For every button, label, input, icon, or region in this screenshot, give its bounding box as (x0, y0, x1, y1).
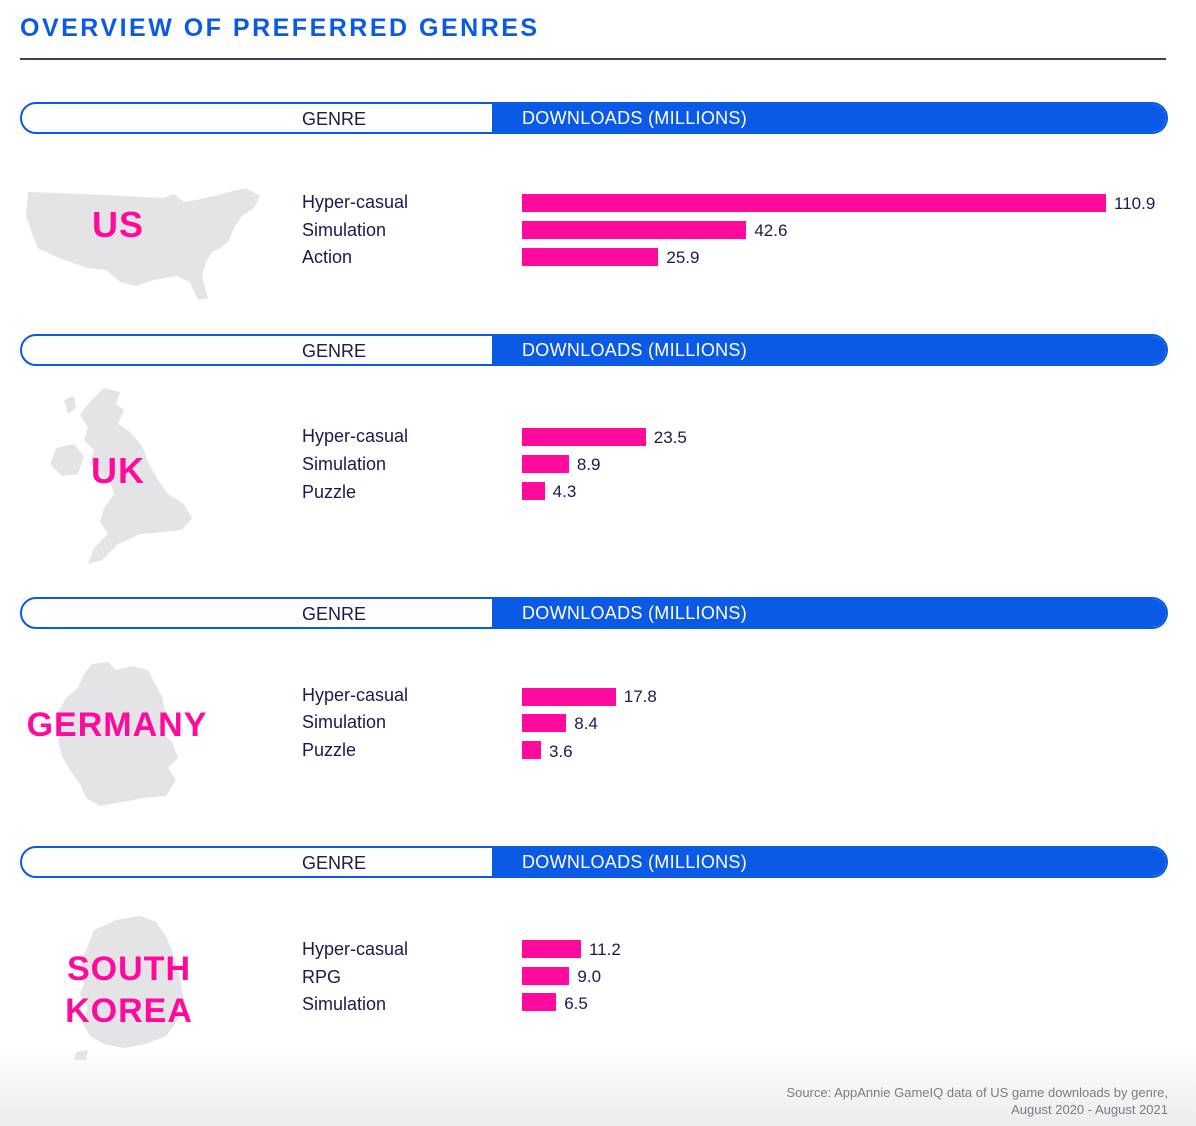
genre-column-header: GENRE (302, 109, 367, 129)
bar-south-korea-rpg (522, 967, 570, 985)
bar-value-label: 25.9 (666, 248, 700, 267)
source-line: August 2020 - August 2021 (1011, 1102, 1168, 1117)
country-label-germany: GERMANY (26, 706, 208, 744)
bar-uk-simulation (522, 455, 569, 473)
bar-value-label: 17.8 (623, 687, 657, 706)
bar-value-label: 8.9 (576, 455, 601, 474)
bar-germany-hyper-casual (522, 688, 616, 706)
bar-germany-puzzle (522, 741, 541, 759)
downloads-column-header: DOWNLOADS (MILLIONS) (522, 108, 748, 128)
bar-value-label: 9.0 (577, 967, 602, 986)
genre-label: Puzzle (302, 482, 357, 502)
genre-label: Hyper-casual (302, 939, 409, 959)
genre-label: Simulation (302, 712, 387, 732)
country-label-south-korea: SOUTH KOREA (34, 948, 224, 1032)
bar-us-hyper-casual (522, 194, 1106, 212)
genre-label: Simulation (302, 454, 387, 474)
source-note: Source: AppAnnie GameIQ data of US game … (786, 1084, 1168, 1118)
table-header-germany: GENRE DOWNLOADS (MILLIONS) (20, 597, 1168, 629)
genre-label: Simulation (302, 994, 387, 1014)
country-label-uk: UK (91, 450, 145, 491)
genre-label: Hyper-casual (302, 192, 409, 212)
table-header-uk: GENRE DOWNLOADS (MILLIONS) (20, 334, 1168, 366)
bar-south-korea-hyper-casual (522, 940, 581, 958)
bar-value-label: 8.4 (574, 714, 598, 733)
genre-column-header: GENRE (302, 853, 367, 873)
downloads-column-header: DOWNLOADS (MILLIONS) (522, 852, 748, 872)
bar-us-action (522, 248, 659, 266)
downloads-column-header: DOWNLOADS (MILLIONS) (522, 603, 748, 623)
country-label-us: US (91, 204, 144, 245)
genre-label: Action (302, 247, 353, 267)
source-line: Source: AppAnnie GameIQ data of US game … (786, 1085, 1168, 1100)
bar-value-label: 4.3 (552, 482, 577, 501)
page-title: OVERVIEW OF PREFERRED GENRES (20, 14, 540, 42)
genre-label: RPG (302, 967, 342, 987)
genre-column-header: GENRE (302, 341, 367, 361)
table-header-us: GENRE DOWNLOADS (MILLIONS) (20, 102, 1168, 134)
title-divider (20, 58, 1166, 60)
genre-label: Simulation (302, 220, 387, 240)
genre-column-header: GENRE (302, 604, 367, 624)
downloads-column-header: DOWNLOADS (MILLIONS) (522, 340, 748, 360)
bar-value-label: 3.6 (548, 742, 573, 761)
bar-germany-simulation (522, 714, 567, 732)
bar-value-label: 42.6 (754, 221, 788, 240)
bar-value-label: 11.2 (588, 940, 621, 959)
bar-value-label: 6.5 (564, 994, 588, 1013)
genre-label: Hyper-casual (302, 685, 409, 705)
germany-map-icon (58, 662, 178, 806)
us-map-icon (26, 188, 260, 300)
genre-label: Hyper-casual (302, 426, 409, 446)
bar-value-label: 23.5 (653, 428, 687, 447)
table-header-south-korea: GENRE DOWNLOADS (MILLIONS) (20, 846, 1168, 878)
country-label-line: KOREA (65, 992, 193, 1030)
footer-background (0, 1046, 1196, 1126)
bar-uk-puzzle (522, 482, 545, 500)
bar-uk-hyper-casual (522, 428, 646, 446)
country-label-line: SOUTH (67, 950, 191, 988)
bar-south-korea-simulation (522, 993, 557, 1011)
bar-us-simulation (522, 221, 747, 239)
uk-map-icon (50, 388, 192, 564)
genre-label: Puzzle (302, 740, 357, 760)
bar-value-label: 110.9 (1114, 194, 1156, 213)
